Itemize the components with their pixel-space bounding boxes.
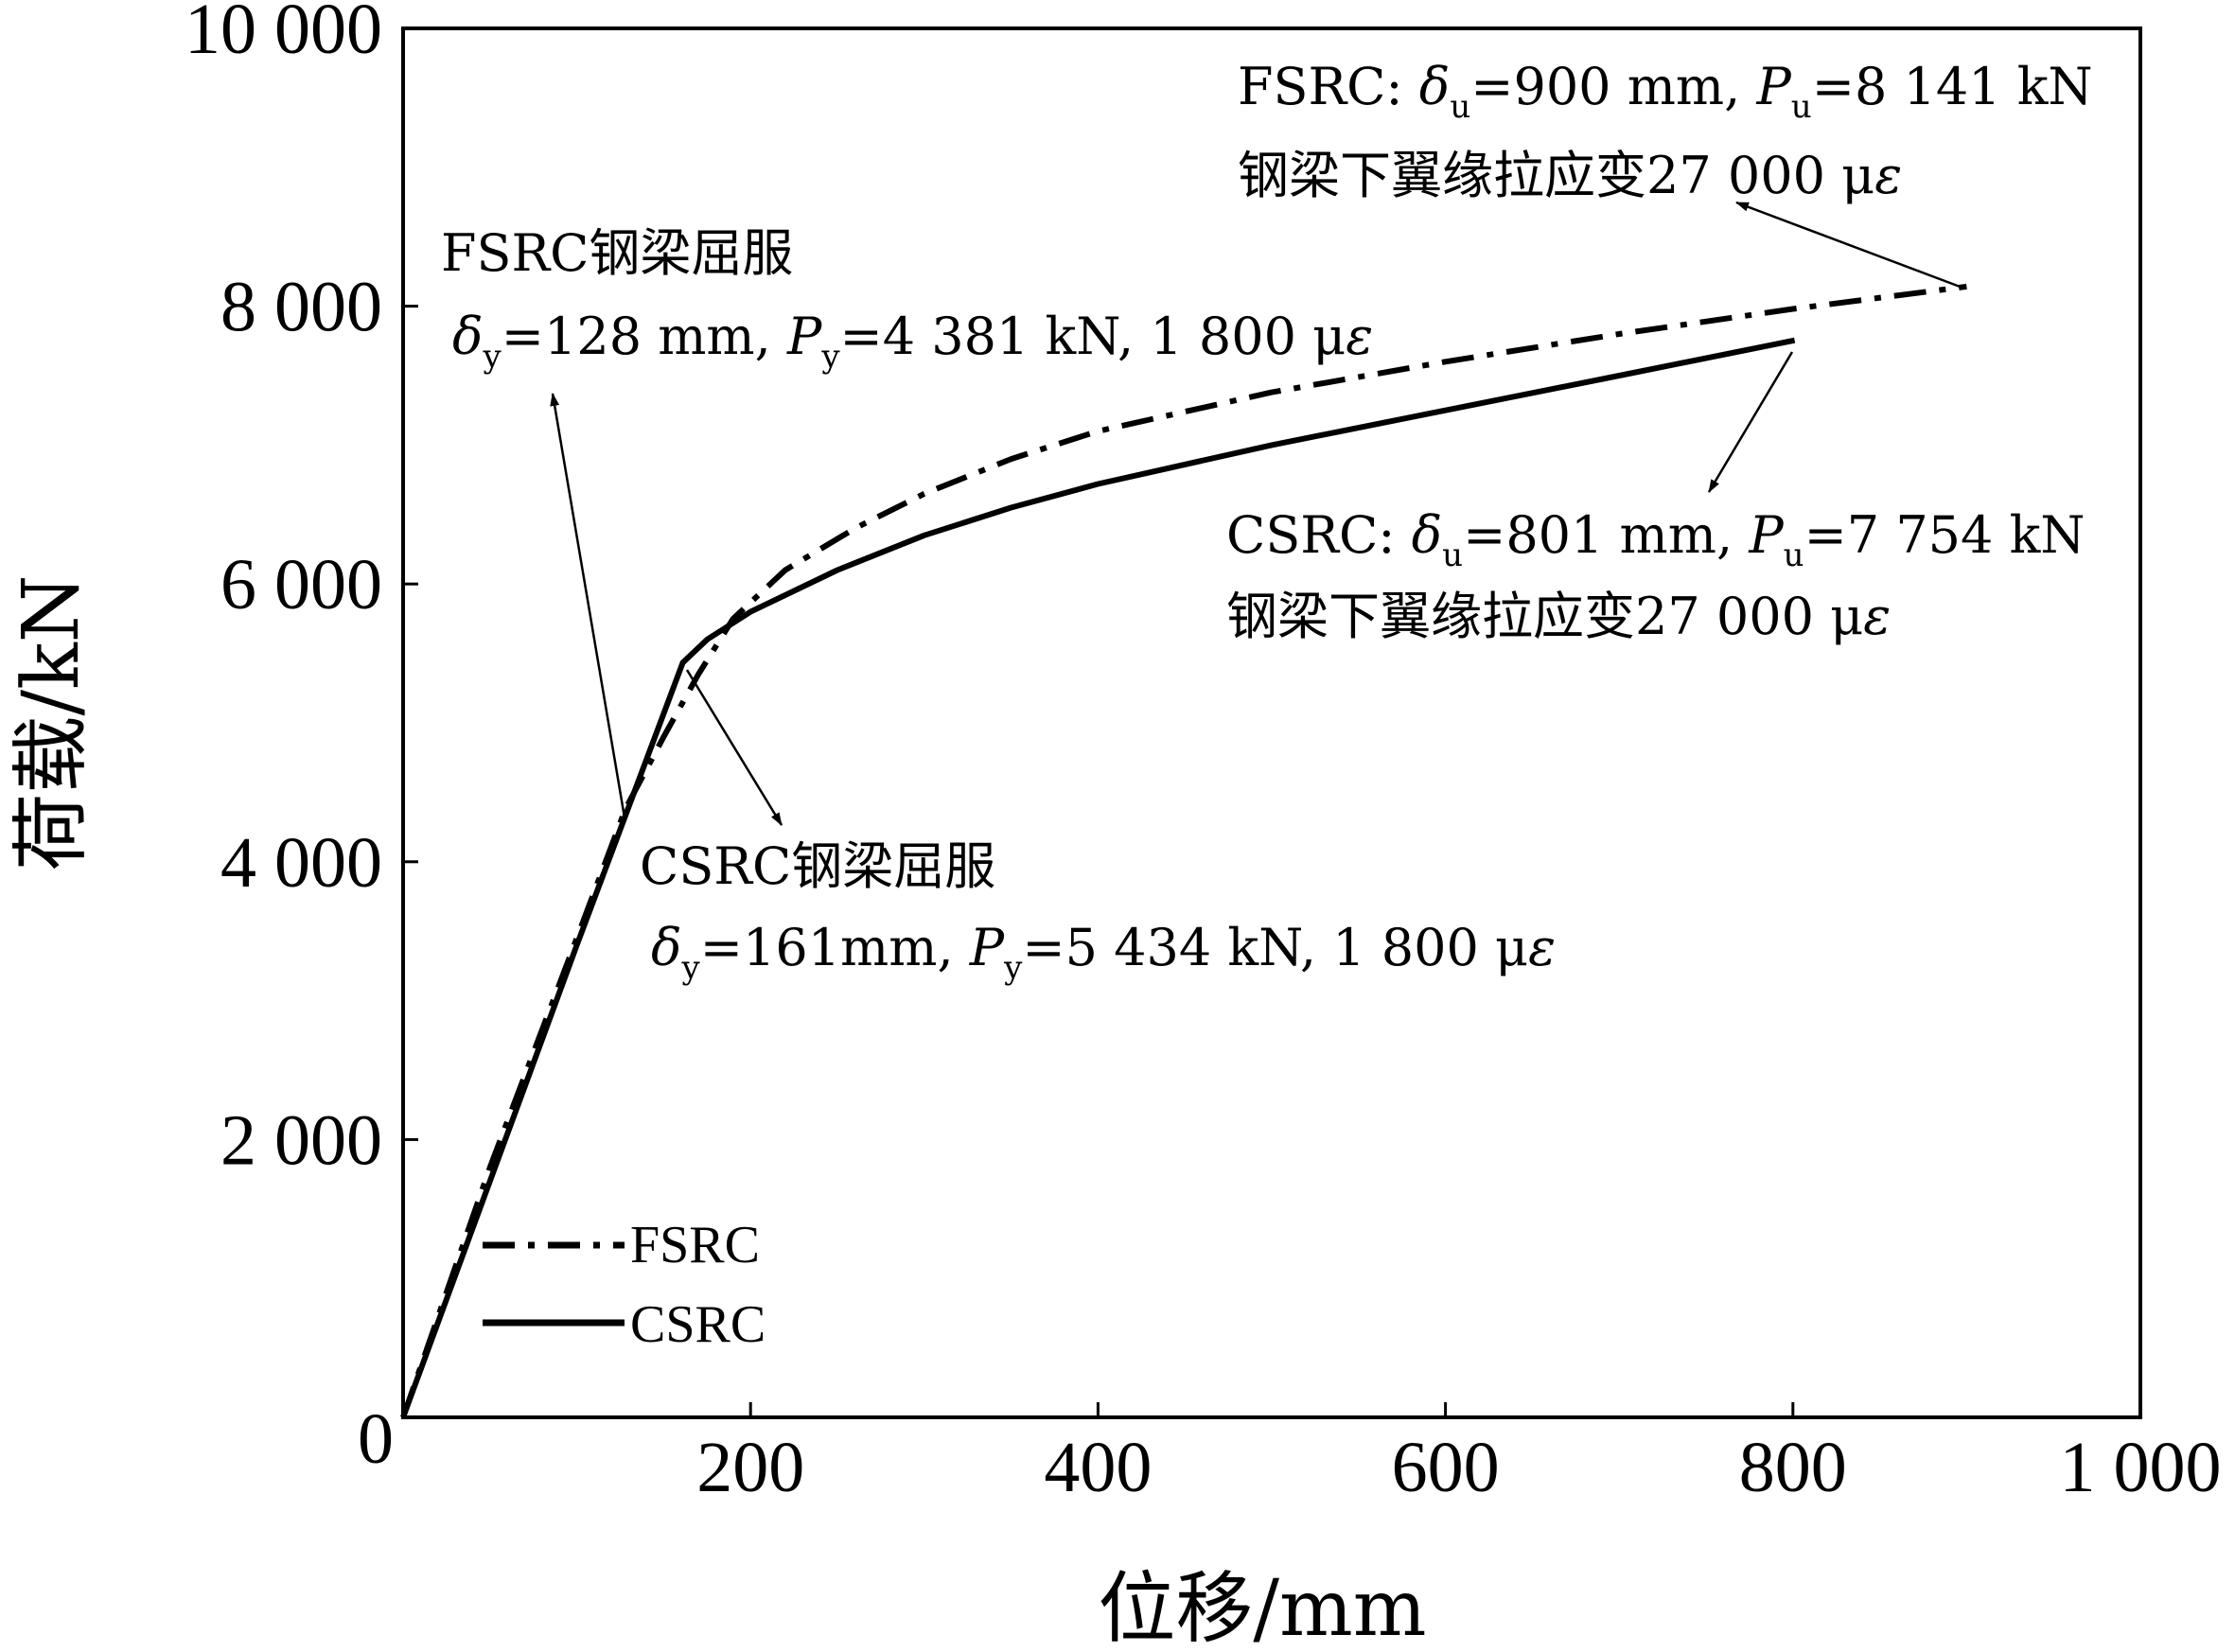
y-tick-label: 2 000	[220, 1100, 382, 1180]
axis-tick-labels: 0 200 400 600 800 1 000 2 000 4 000 6 000 8 000 10…	[185, 0, 2222, 1507]
tick-label-origin: 0	[358, 1399, 394, 1479]
arrow-fsrc-yield	[550, 393, 626, 818]
fsrc-yield-mid: =128 mm,	[502, 307, 787, 366]
csrc-ult-strain: 钢梁下翼缘拉应变27 000 μ	[1226, 587, 1863, 646]
svg-text:FSRC: δu=900 mm, Pu=8 141 kN: FSRC: δu=900 mm, Pu=8 141 kN	[1238, 57, 2093, 126]
csrc-yield-sub-y: y	[681, 949, 701, 987]
csrc-ult-eps: ε	[1863, 587, 1891, 646]
fsrc-ult-p: P	[1755, 57, 1792, 116]
fsrc-ult-sub-u: u	[1450, 88, 1470, 126]
svg-text:钢梁下翼缘拉应变27 000 με: 钢梁下翼缘拉应变27 000 με	[1238, 146, 1902, 205]
svg-text:δy=128 mm, Py=4 381 kN, 1 800: δy=128 mm, Py=4 381 kN, 1 800 με	[452, 307, 1373, 376]
annotation-arrows	[550, 201, 1963, 826]
fsrc-ult-sub-u2: u	[1791, 88, 1812, 126]
csrc-ult-sub-u: u	[1442, 536, 1463, 574]
annotation-fsrc-yield: FSRC钢梁屈服 δy=128 mm, Py=4 381 kN, 1 800 μ…	[441, 223, 1373, 376]
legend-fsrc-label: FSRC	[630, 1216, 760, 1274]
svg-text:δy=161mm, Py=5 434 kN, 1 800 μ: δy=161mm, Py=5 434 kN, 1 800 με	[651, 918, 1556, 987]
csrc-ult-mid: =801 mm,	[1463, 505, 1749, 565]
y-tick-label: 6 000	[220, 545, 382, 624]
fsrc-ult-mid: =900 mm,	[1470, 57, 1756, 116]
fsrc-ult-strain: 钢梁下翼缘拉应变27 000 μ	[1238, 146, 1874, 205]
fsrc-yield-sub-y: y	[483, 338, 502, 376]
csrc-yield-end: =5 434 kN, 1 800 μ	[1022, 918, 1528, 977]
y-axis-title: 荷载/kN	[7, 574, 97, 870]
fsrc-ult-delta: δ	[1419, 57, 1451, 116]
y-tick-label: 10 000	[185, 0, 382, 69]
plot-frame	[401, 26, 2142, 1419]
csrc-yield-title: CSRC钢梁屈服	[640, 836, 995, 896]
csrc-ult-end: =7 754 kN	[1804, 505, 2085, 565]
csrc-yield-mid: =161mm,	[700, 918, 970, 977]
y-tick-label: 4 000	[220, 823, 382, 903]
csrc-ult-sub-u2: u	[1784, 536, 1804, 574]
svg-text:CSRC: δu=801 mm, Pu=7 754 kN: CSRC: δu=801 mm, Pu=7 754 kN	[1226, 505, 2085, 574]
axis-ticks	[403, 305, 1795, 1417]
fsrc-yield-eps: ε	[1346, 307, 1373, 366]
series-layer	[400, 283, 1967, 1419]
csrc-yield-eps: ε	[1528, 918, 1556, 977]
csrc-yield-delta: δ	[651, 918, 682, 977]
x-tick-label: 400	[1044, 1428, 1152, 1507]
legend: FSRC CSRC	[483, 1216, 766, 1354]
csrc-ult-p: P	[1748, 505, 1785, 565]
annotation-fsrc-ultimate: FSRC: δu=900 mm, Pu=8 141 kN 钢梁下翼缘拉应变27 …	[1238, 57, 2093, 205]
x-tick-label: 800	[1739, 1428, 1847, 1507]
x-axis-title: 位移/mm	[1098, 1564, 1426, 1652]
y-tick-label: 8 000	[220, 268, 382, 347]
fsrc-ult-end: =8 141 kN	[1812, 57, 2093, 116]
annotation-csrc-yield: CSRC钢梁屈服 δy=161mm, Py=5 434 kN, 1 800 με	[640, 836, 1556, 987]
x-tick-label: 1 000	[2060, 1428, 2222, 1507]
fsrc-yield-title: FSRC钢梁屈服	[441, 223, 793, 283]
arrow-csrc-yield	[685, 669, 783, 826]
x-tick-label: 200	[696, 1428, 804, 1507]
fsrc-yield-delta: δ	[452, 307, 484, 366]
fsrc-ult-eps: ε	[1874, 146, 1902, 205]
fsrc-ult-prefix: FSRC:	[1238, 57, 1419, 116]
annotation-csrc-ultimate: CSRC: δu=801 mm, Pu=7 754 kN 钢梁下翼缘拉应变27 …	[1226, 505, 2085, 646]
csrc-ult-prefix: CSRC:	[1226, 505, 1412, 565]
fsrc-yield-sub-y2: y	[820, 338, 840, 376]
svg-text:钢梁下翼缘拉应变27 000 με: 钢梁下翼缘拉应变27 000 με	[1226, 587, 1891, 646]
fsrc-yield-p: P	[786, 307, 823, 366]
csrc-yield-p: P	[969, 918, 1006, 977]
series-line-csrc	[400, 337, 1796, 1419]
csrc-yield-sub-y2: y	[1003, 949, 1023, 987]
arrow-fsrc-ult	[1735, 201, 1963, 290]
x-tick-label: 600	[1392, 1428, 1500, 1507]
csrc-ult-delta: δ	[1412, 505, 1443, 565]
legend-csrc-label: CSRC	[630, 1295, 766, 1354]
fsrc-yield-end: =4 381 kN, 1 800 μ	[840, 307, 1346, 366]
arrow-csrc-ult	[1707, 351, 1794, 493]
